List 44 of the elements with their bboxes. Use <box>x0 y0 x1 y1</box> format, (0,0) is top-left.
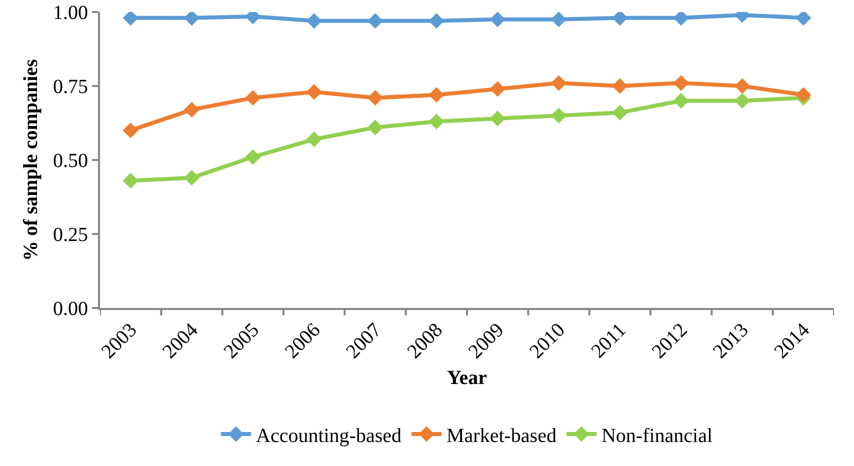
legend-label: Accounting-based <box>256 424 402 447</box>
point <box>367 90 384 106</box>
y-tick-label: 0.25 <box>53 224 88 246</box>
point <box>428 13 444 29</box>
point <box>122 172 138 189</box>
legend-label: Non-financial <box>601 424 713 447</box>
point <box>184 12 200 26</box>
point <box>184 170 200 186</box>
point <box>122 122 138 138</box>
point <box>184 102 200 118</box>
y-tick-label: 0.50 <box>53 150 88 172</box>
point <box>122 12 138 26</box>
point <box>796 12 812 26</box>
point <box>673 75 689 91</box>
point <box>367 120 384 136</box>
point <box>306 13 322 29</box>
point <box>734 78 750 94</box>
y-tick-label: 1.00 <box>53 2 88 24</box>
point <box>612 12 628 26</box>
point <box>367 13 384 29</box>
point <box>796 87 812 103</box>
point <box>550 75 567 91</box>
y-tick-label: 0.00 <box>53 298 88 320</box>
y-tick-label: 0.75 <box>53 76 88 98</box>
point <box>245 90 261 106</box>
point <box>612 78 628 94</box>
y-axis-title: % of sample companies <box>20 58 42 261</box>
point <box>673 93 689 109</box>
x-axis-title: Year <box>447 366 488 389</box>
point <box>490 110 506 126</box>
point <box>306 84 322 100</box>
legend-label: Market-based <box>446 424 556 447</box>
point <box>673 12 689 26</box>
point <box>550 108 567 124</box>
x-tick-label: 2011 <box>587 319 631 362</box>
point <box>245 149 261 165</box>
point <box>734 93 750 109</box>
point <box>550 12 567 28</box>
point <box>428 114 444 130</box>
point <box>428 87 444 103</box>
point <box>490 81 506 97</box>
point <box>490 12 506 28</box>
point <box>306 131 322 148</box>
point <box>612 104 628 120</box>
